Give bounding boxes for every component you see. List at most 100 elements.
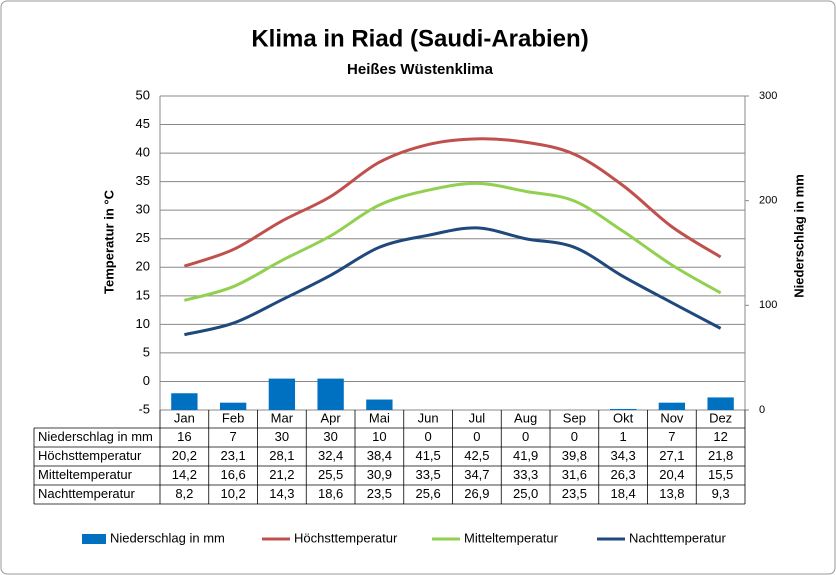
x-tick-label: Aug — [514, 410, 537, 425]
bar — [609, 408, 637, 410]
y-tick-label: 40 — [136, 145, 150, 160]
bar — [707, 397, 734, 410]
bar — [658, 402, 686, 410]
x-tick-label: Okt — [613, 410, 634, 425]
legend-label: Höchsttemperatur — [294, 530, 398, 545]
table-cell: 13,8 — [659, 486, 684, 501]
table-cell: 18,4 — [610, 486, 635, 501]
bar — [366, 399, 393, 410]
y-tick-label: 35 — [136, 173, 150, 188]
table-cell: 28,1 — [269, 448, 294, 463]
y-tick-label: -5 — [138, 401, 150, 416]
y-tick-label: 30 — [136, 202, 150, 217]
y2-axis-label: Niederschlag in mm — [791, 174, 806, 298]
table-cell: 42,5 — [464, 448, 489, 463]
chart-subtitle: Heißes Wüstenklima — [347, 61, 494, 78]
table-cell: 14,2 — [172, 467, 197, 482]
table-cell: 25,0 — [513, 486, 538, 501]
y2-tick-label: 100 — [759, 299, 777, 311]
line-series — [184, 226, 722, 337]
x-tick-label: Mai — [369, 410, 390, 425]
table-cell: 41,5 — [415, 448, 440, 463]
table-cell: 0 — [522, 429, 529, 444]
table-cell: 23,5 — [562, 486, 587, 501]
table-cell: 31,6 — [562, 467, 587, 482]
line-series — [183, 137, 722, 268]
table-cell: 34,7 — [464, 467, 489, 482]
table-cell: 12 — [713, 429, 727, 444]
table-cell: 32,4 — [318, 448, 343, 463]
x-tick-label: Sep — [563, 410, 586, 425]
bar — [317, 378, 344, 410]
line-series — [183, 181, 722, 302]
x-tick-label: Feb — [222, 410, 244, 425]
table-cell: 1 — [620, 429, 627, 444]
bar — [171, 393, 198, 410]
y-tick-label: 0 — [143, 373, 150, 388]
x-tick-label: Jun — [418, 410, 439, 425]
chart-title: Klima in Riad (Saudi-Arabien) — [251, 25, 588, 52]
table-cell: 41,9 — [513, 448, 538, 463]
y-axis-label: Temperatur in °C — [101, 189, 116, 294]
y2-tick-label: 0 — [759, 404, 765, 416]
table-cell: 7 — [668, 429, 675, 444]
legend-label: Nachttemperatur — [629, 530, 726, 545]
table-cell: 8,2 — [175, 486, 193, 501]
x-tick-label: Apr — [321, 410, 342, 425]
table-cell: 30,9 — [367, 467, 392, 482]
y2-tick-label: 200 — [759, 195, 777, 207]
y-tick-label: 15 — [136, 287, 150, 302]
table-cell: 0 — [473, 429, 480, 444]
x-tick-label: Jul — [469, 410, 486, 425]
y2-tick-label: 300 — [759, 90, 777, 102]
table-cell: 23,1 — [220, 448, 245, 463]
x-tick-label: Nov — [660, 410, 684, 425]
table-cell: 25,6 — [415, 486, 440, 501]
table-cell: 30 — [275, 429, 289, 444]
table-cell: 21,2 — [269, 467, 294, 482]
x-tick-label: Jan — [174, 410, 195, 425]
table-cell: 33,5 — [415, 467, 440, 482]
y-tick-label: 45 — [136, 116, 150, 131]
table-row-header: Nachttemperatur — [38, 486, 135, 501]
table-cell: 27,1 — [659, 448, 684, 463]
table-row-header: Höchsttemperatur — [38, 448, 142, 463]
table-cell: 16 — [177, 429, 191, 444]
y-tick-label: 10 — [136, 316, 150, 331]
table-cell: 14,3 — [269, 486, 294, 501]
table-cell: 26,3 — [610, 467, 635, 482]
legend-label: Mitteltemperatur — [464, 530, 559, 545]
table-cell: 7 — [230, 429, 237, 444]
table-cell: 26,9 — [464, 486, 489, 501]
table-cell: 30 — [323, 429, 337, 444]
table-cell: 10 — [372, 429, 386, 444]
y-tick-label: 25 — [136, 230, 150, 245]
table-cell: 0 — [425, 429, 432, 444]
table-cell: 33,3 — [513, 467, 538, 482]
table-cell: 25,5 — [318, 467, 343, 482]
table-cell: 18,6 — [318, 486, 343, 501]
table-cell: 38,4 — [367, 448, 392, 463]
table-cell: 34,3 — [610, 448, 635, 463]
table-row-header: Niederschlag in mm — [38, 429, 153, 444]
table-cell: 20,2 — [172, 448, 197, 463]
y-tick-label: 50 — [136, 87, 150, 102]
y-tick-label: 5 — [143, 344, 150, 359]
table-cell: 16,6 — [220, 467, 245, 482]
table-cell: 0 — [571, 429, 578, 444]
table-cell: 10,2 — [220, 486, 245, 501]
bar — [219, 402, 247, 410]
table-cell: 21,8 — [708, 448, 733, 463]
legend-label: Niederschlag in mm — [110, 530, 225, 545]
x-tick-label: Dez — [709, 410, 732, 425]
table-cell: 9,3 — [712, 486, 730, 501]
table-row-header: Mitteltemperatur — [38, 467, 133, 482]
x-tick-label: Mar — [271, 410, 294, 425]
table-cell: 39,8 — [562, 448, 587, 463]
table-cell: 15,5 — [708, 467, 733, 482]
table-cell: 23,5 — [367, 486, 392, 501]
bar — [268, 378, 296, 410]
table-cell: 20,4 — [659, 467, 684, 482]
